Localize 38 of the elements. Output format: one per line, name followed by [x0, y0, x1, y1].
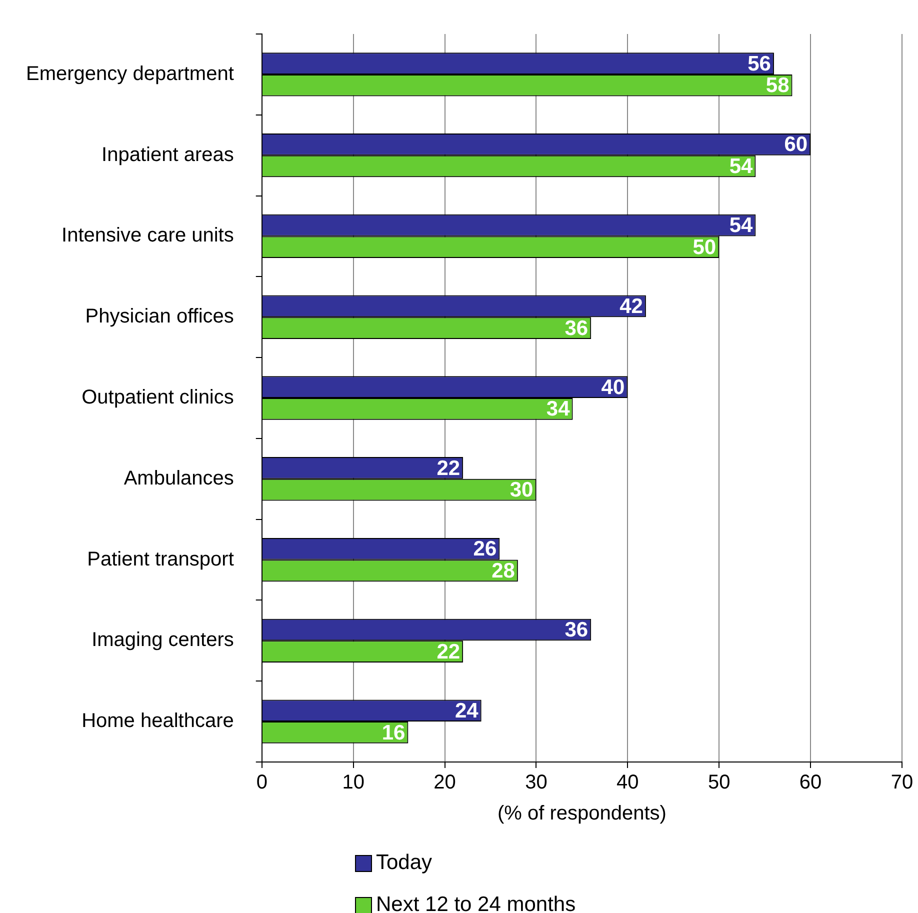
data-label: 54 — [729, 214, 754, 238]
data-label: 16 — [382, 721, 406, 744]
legend-label: Next 12 to 24 months — [376, 893, 576, 913]
x-tick-label: 60 — [799, 772, 822, 794]
data-label: 42 — [620, 294, 643, 318]
y-tick-label: Emergency department — [26, 62, 234, 85]
data-label: 56 — [748, 52, 771, 76]
data-label: 30 — [510, 478, 534, 502]
data-label: 58 — [766, 74, 790, 98]
x-tick-label: 0 — [256, 772, 268, 794]
x-tick-label: 20 — [434, 772, 456, 794]
x-tick-label: 70 — [890, 772, 914, 794]
data-label: 60 — [784, 133, 808, 156]
data-label: 34 — [546, 398, 570, 421]
x-tick-label: 50 — [708, 772, 730, 794]
y-tick-label: Intensive care units — [62, 224, 234, 247]
y-tick-label: Home healthcare — [82, 710, 234, 732]
y-tick-label: Inpatient areas — [102, 144, 234, 166]
x-tick-label: 10 — [342, 772, 364, 794]
x-tick-label: 40 — [616, 772, 639, 794]
data-label: 22 — [436, 456, 460, 480]
y-tick-label: Ambulances — [124, 467, 234, 490]
y-tick-label: Outpatient clinics — [82, 386, 234, 409]
data-label: 24 — [454, 699, 479, 722]
data-label: 36 — [564, 618, 588, 642]
data-label: 40 — [601, 376, 625, 399]
y-tick-label: Physician offices — [85, 306, 234, 328]
data-label: 22 — [436, 640, 460, 664]
data-label: 36 — [564, 316, 588, 340]
y-tick-label: Imaging centers — [92, 629, 234, 652]
data-label: 54 — [729, 155, 754, 178]
x-axis-title: (% of respondents) — [497, 802, 666, 825]
y-tick-label: Patient transport — [87, 548, 234, 570]
data-label: 28 — [492, 559, 516, 582]
legend-label: Today — [376, 851, 432, 875]
x-tick-label: 30 — [525, 772, 548, 794]
data-label: 26 — [473, 538, 497, 561]
data-label: 50 — [692, 236, 716, 259]
